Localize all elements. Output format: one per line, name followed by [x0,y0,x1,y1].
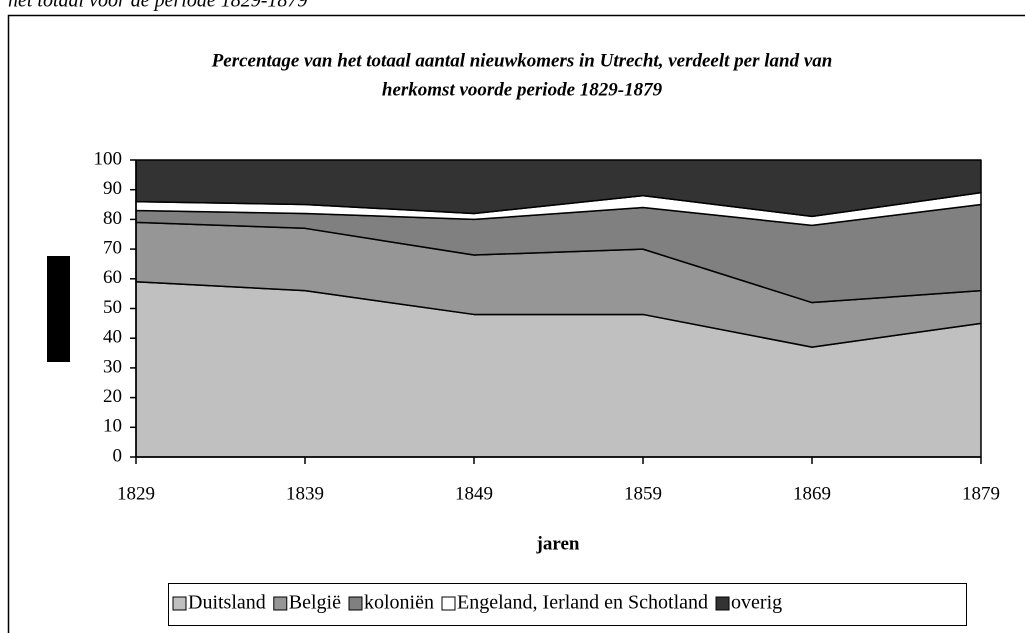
chart-title: Percentage van het totaal aantal nieuwko… [211,50,833,71]
x-tick-label: 1879 [962,483,1000,504]
x-tick-label: 1829 [117,483,155,504]
y-tick-label: 10 [103,416,122,437]
y-tick-label: 50 [103,297,122,318]
x-tick-label: 1869 [793,483,831,504]
y-tick-label: 40 [103,327,122,348]
legend-swatch [172,596,187,611]
area [135,159,982,218]
x-tick-label: 1839 [286,483,324,504]
x-axis-label: jaren [536,533,580,554]
legend-label: Duitsland [188,592,266,614]
y-tick-label: 30 [103,356,122,377]
legend-swatch [441,596,456,611]
legend [168,583,967,626]
legend-swatch [348,596,363,611]
y-tick-label: 100 [94,148,123,169]
chart-title: herkomst voorde periode 1829-1879 [382,79,663,100]
legend-swatch [715,596,730,611]
y-tick-label: 0 [113,445,123,466]
legend-swatch [273,596,288,611]
legend-label: Engeland, Ierland en Schotland [457,592,708,614]
caption: het totaal voor de periode 1829-1879 [8,0,307,12]
x-tick-label: 1849 [455,483,493,504]
chart-frame [7,14,1025,633]
legend-label: koloniën [364,592,434,614]
x-tick-label: 1859 [624,483,662,504]
legend-label: België [289,592,341,614]
legend-label: overig [731,592,782,614]
y-tick-label: 90 [103,178,122,199]
y-tick-label: 60 [103,267,122,288]
y-tick-label: 20 [103,386,122,407]
y-label-box [47,256,70,362]
y-tick-label: 80 [103,208,122,229]
y-tick-label: 70 [103,237,122,258]
